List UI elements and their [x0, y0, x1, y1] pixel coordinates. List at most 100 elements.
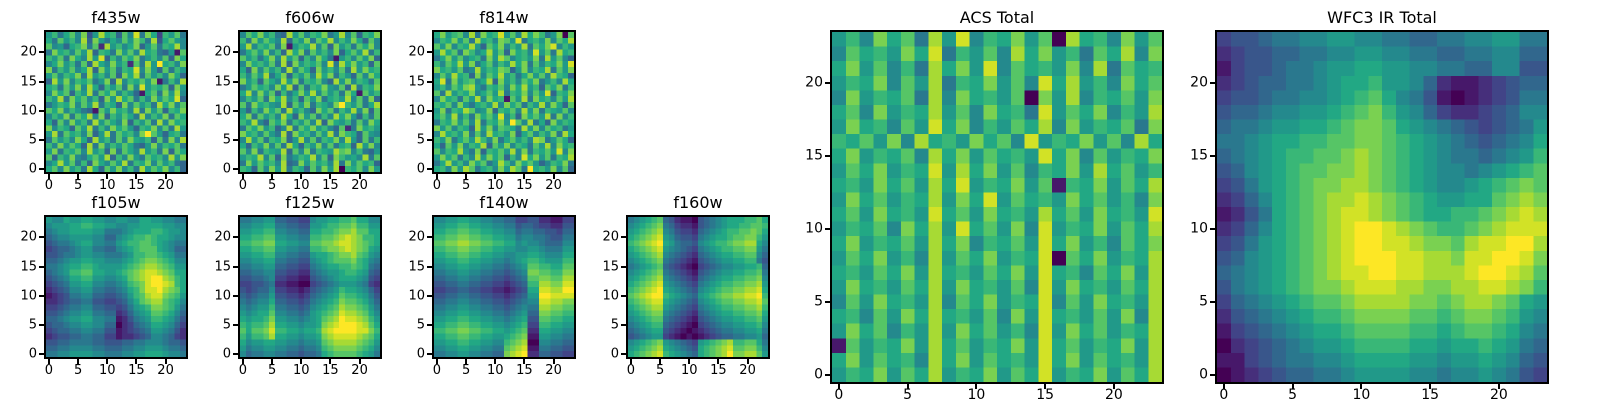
x-tick-label: 10 [292, 178, 310, 193]
x-tick-label: 15 [1036, 387, 1055, 400]
y-tick-label: 20 [602, 229, 619, 245]
x-tick-label: 5 [267, 363, 277, 378]
x-tick-mark [688, 359, 691, 364]
y-tick-label: 5 [222, 132, 231, 148]
y-tick-label: 5 [610, 317, 619, 333]
heatmap-plot [1210, 30, 1549, 389]
x-tick-label: 15 [128, 178, 145, 193]
y-tick-mark [39, 265, 44, 268]
x-tick-mark [1044, 384, 1047, 389]
y-tick-mark [427, 168, 432, 171]
y-tick-label: 10 [602, 288, 619, 304]
x-axis-tick-labels: 0 5 10 15 20 [626, 359, 770, 377]
x-tick-label: 0 [432, 178, 442, 193]
x-tick-mark [494, 359, 497, 364]
y-tick-label: 5 [416, 317, 425, 333]
y-tick-mark [825, 373, 830, 376]
x-tick-mark [300, 359, 303, 364]
x-tick-mark [746, 359, 749, 364]
x-tick-label: 20 [157, 178, 174, 193]
y-tick-label: 15 [1190, 147, 1208, 164]
y-tick-mark [39, 236, 44, 239]
heatmap-plot [233, 215, 382, 364]
x-tick-mark [717, 359, 720, 364]
x-tick-label: 10 [486, 363, 504, 378]
x-axis-tick-labels: 0 5 10 15 20 [432, 174, 576, 192]
y-axis-tick-labels: 0 5 10 15 20 [10, 215, 44, 362]
y-axis-tick-labels: 0 5 10 15 20 [398, 30, 432, 177]
panel-f105w: f105w 0 5 10 15 20 0 5 10 15 20 [10, 193, 188, 377]
y-tick-mark [39, 353, 44, 356]
y-tick-label: 15 [408, 259, 425, 275]
x-tick-mark [1360, 384, 1363, 389]
y-tick-mark [621, 294, 626, 297]
y-tick-mark [233, 168, 238, 171]
x-tick-label: 5 [73, 178, 83, 193]
x-tick-label: 15 [128, 363, 145, 378]
y-tick-label: 0 [416, 346, 425, 362]
y-tick-label: 20 [214, 44, 231, 60]
y-tick-mark [825, 227, 830, 230]
y-axis-tick-labels: 0 5 10 15 20 [204, 30, 238, 177]
y-tick-label: 0 [28, 346, 37, 362]
x-tick-label: 10 [98, 363, 116, 378]
y-tick-mark [39, 323, 44, 326]
y-tick-label: 15 [408, 74, 425, 90]
y-tick-label: 10 [408, 288, 425, 304]
y-tick-label: 15 [214, 259, 231, 275]
x-tick-label: 20 [351, 178, 368, 193]
x-tick-mark [358, 174, 361, 179]
x-tick-label: 10 [292, 363, 310, 378]
panel-f125w: f125w 0 5 10 15 20 0 5 10 15 20 [204, 193, 382, 377]
x-tick-label: 20 [157, 363, 174, 378]
y-tick-mark [427, 236, 432, 239]
y-tick-label: 0 [1199, 366, 1208, 383]
y-tick-label: 0 [222, 161, 231, 177]
heatmap-plot [233, 30, 382, 179]
y-tick-label: 5 [416, 132, 425, 148]
x-tick-label: 0 [238, 363, 248, 378]
panel-title: f814w [479, 8, 529, 27]
y-tick-mark [233, 353, 238, 356]
y-tick-mark [233, 80, 238, 83]
x-tick-label: 0 [1219, 387, 1229, 400]
y-axis-tick-labels: 0 5 10 15 20 [790, 30, 830, 384]
x-tick-mark [465, 174, 468, 179]
panel-f140w: f140w 0 5 10 15 20 0 5 10 15 20 [398, 193, 576, 377]
panel-title: f125w [285, 193, 335, 212]
y-tick-label: 10 [805, 220, 823, 237]
x-tick-mark [1291, 384, 1294, 389]
y-tick-label: 0 [416, 161, 425, 177]
x-tick-mark [975, 384, 978, 389]
x-tick-mark [47, 359, 50, 364]
x-tick-mark [523, 359, 526, 364]
x-tick-label: 20 [739, 363, 756, 378]
heatmap-plot [621, 215, 770, 364]
x-tick-label: 10 [1352, 387, 1371, 400]
x-tick-mark [271, 359, 274, 364]
heatmap-plot [39, 30, 188, 179]
y-tick-label: 0 [222, 346, 231, 362]
x-tick-label: 5 [461, 178, 471, 193]
y-tick-mark [621, 323, 626, 326]
y-tick-mark [825, 300, 830, 303]
y-tick-mark [233, 236, 238, 239]
y-tick-mark [427, 80, 432, 83]
panel-title: f160w [673, 193, 723, 212]
y-tick-mark [427, 294, 432, 297]
x-tick-label: 20 [351, 363, 368, 378]
x-tick-mark [837, 384, 840, 389]
y-tick-label: 10 [20, 103, 37, 119]
y-tick-label: 5 [28, 317, 37, 333]
y-tick-label: 20 [20, 229, 37, 245]
y-tick-label: 20 [20, 44, 37, 60]
x-axis-tick-labels: 0 5 10 15 20 [1215, 384, 1549, 400]
x-tick-mark [241, 174, 244, 179]
y-tick-label: 20 [214, 229, 231, 245]
y-tick-label: 20 [408, 229, 425, 245]
y-tick-mark [825, 154, 830, 157]
x-tick-mark [358, 359, 361, 364]
panel-title: ACS Total [959, 8, 1035, 27]
panel-f160w: f160w 0 5 10 15 20 0 5 10 15 20 [592, 193, 770, 377]
